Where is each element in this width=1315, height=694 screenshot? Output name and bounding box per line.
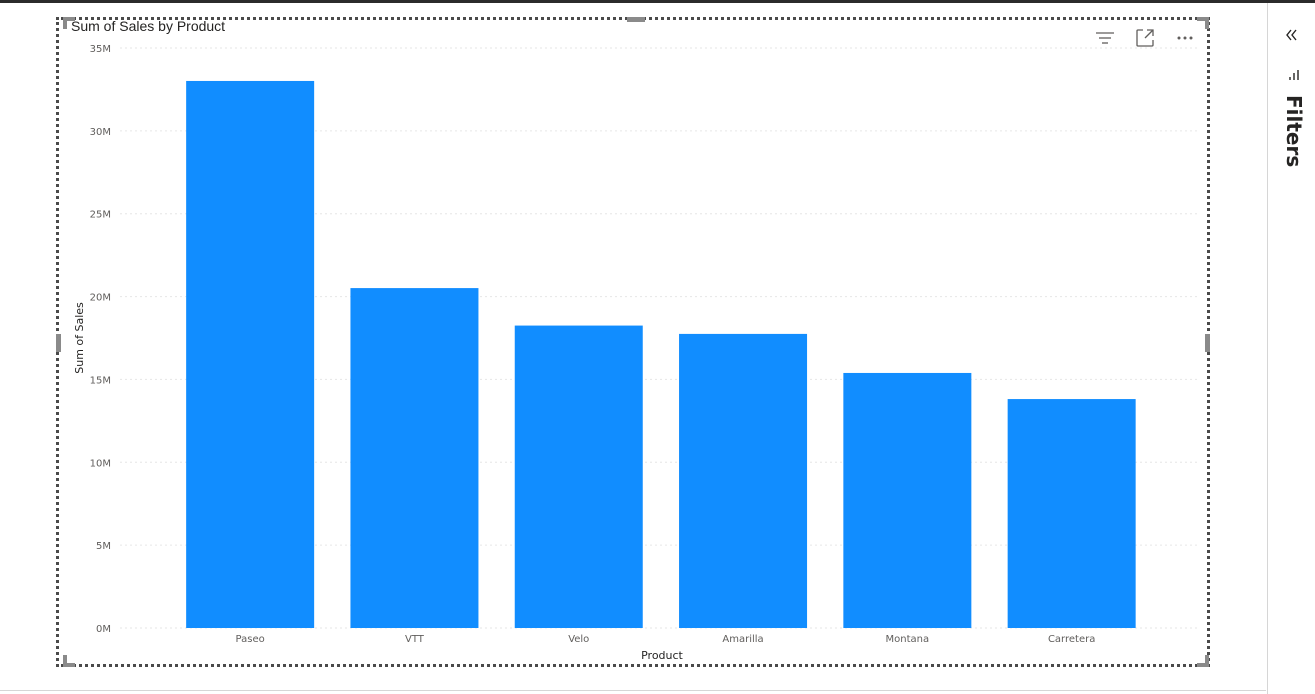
y-tick-label: 10M: [90, 458, 111, 469]
x-axis-title: Product: [641, 649, 683, 662]
canvas-bottom-edge: [0, 690, 1266, 691]
resize-handle-right[interactable]: [1205, 334, 1210, 352]
bar: [843, 372, 972, 628]
y-tick-label: 30M: [90, 127, 111, 138]
y-tick-label: 25M: [90, 210, 111, 221]
bar: [679, 333, 808, 628]
resize-handle-top-left-h[interactable]: [63, 17, 75, 21]
x-tick-label: Velo: [568, 634, 589, 645]
resize-handle-top[interactable]: [627, 17, 645, 22]
more-options-icon[interactable]: [1172, 26, 1198, 50]
bar-chart: 0M 5M 10M 15M 20M 25M 30M 35M Paseo VTT Velo Amaril…: [73, 44, 1200, 662]
bar: [1007, 399, 1136, 628]
x-tick-label: Carretera: [1048, 634, 1095, 645]
resize-handle-bottom-left[interactable]: [63, 655, 67, 667]
filter-icon: [1287, 67, 1301, 81]
resize-handle-bottom-right[interactable]: [1205, 655, 1209, 667]
y-tick-label: 15M: [90, 375, 111, 386]
bar: [186, 80, 315, 629]
y-tick-label: 0M: [96, 624, 111, 635]
resize-handle-bottom-left-h[interactable]: [63, 663, 75, 667]
focus-mode-icon[interactable]: [1132, 26, 1158, 50]
y-tick-label: 35M: [90, 44, 111, 55]
y-tick-label: 5M: [96, 541, 111, 552]
filter-icon[interactable]: [1092, 26, 1118, 50]
y-tick-label: 20M: [90, 293, 111, 304]
filters-pane-label: Filters: [1282, 95, 1306, 168]
bar: [514, 325, 643, 628]
window-top-border: [0, 0, 1315, 3]
collapse-chevrons-icon[interactable]: [1282, 25, 1302, 45]
visual-title: Sum of Sales by Product: [71, 18, 226, 34]
visual-header: [1092, 26, 1198, 50]
y-axis-title: Sum of Sales: [73, 302, 86, 374]
bar: [350, 288, 479, 628]
resize-handle-left[interactable]: [56, 334, 61, 352]
x-tick-label: VTT: [405, 634, 425, 645]
x-tick-label: Montana: [886, 634, 930, 645]
resize-handle-top-right[interactable]: [1205, 17, 1209, 29]
resize-handle-bottom-right-h[interactable]: [1197, 663, 1209, 667]
filters-pane[interactable]: Filters: [1267, 3, 1315, 694]
x-tick-label: Amarilla: [722, 634, 763, 645]
x-tick-label: Paseo: [236, 634, 265, 645]
resize-handle-top-right-h[interactable]: [1197, 17, 1209, 21]
resize-handle-top-left[interactable]: [63, 17, 67, 29]
